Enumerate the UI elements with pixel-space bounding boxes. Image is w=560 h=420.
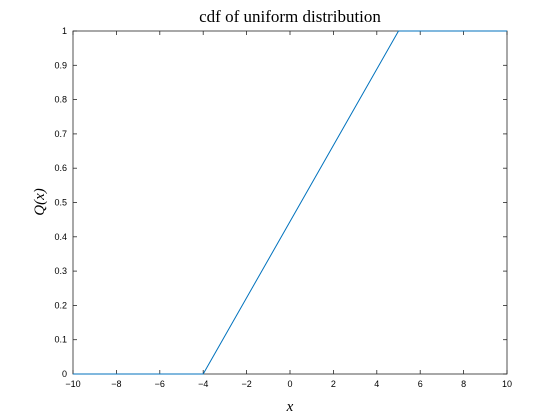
x-tick-label: 4: [374, 379, 379, 389]
y-tick-label: 0.1: [54, 335, 67, 345]
y-tick-label: 0.2: [54, 300, 67, 310]
x-tick-label: −8: [111, 379, 121, 389]
y-tick-label: 0.5: [54, 198, 67, 208]
series-group: [73, 30, 507, 375]
y-tick-label: 0: [62, 369, 67, 379]
y-tick-label: 0.7: [54, 129, 67, 139]
y-tick-label: 0.9: [54, 60, 67, 70]
x-axis-label: x: [286, 399, 294, 415]
y-axis-label: Q(x): [32, 188, 48, 215]
x-tick-labels: −10 −8 −6 −4 −2 0 2 4 6 8 10: [65, 379, 512, 389]
x-tick-label: 0: [287, 379, 292, 389]
plot-area: [72, 30, 508, 375]
y-tick-label: 0.3: [54, 266, 67, 276]
y-tick-label: 1: [62, 26, 67, 36]
x-tick-label: −4: [198, 379, 208, 389]
series-line: [73, 30, 507, 375]
x-tick-label: 6: [418, 379, 423, 389]
x-tick-label: 2: [331, 379, 336, 389]
y-tick-label: 0.4: [54, 232, 67, 242]
x-tick-label: 8: [461, 379, 466, 389]
y-tick-label: 0.6: [54, 163, 67, 173]
x-tick-label: −10: [65, 379, 80, 389]
chart-title: cdf of uniform distribution: [199, 7, 381, 26]
y-tick-labels: 0 0.1 0.2 0.3 0.4 0.5 0.6 0.7 0.8 0.9 1: [54, 26, 67, 379]
x-tick-label: 10: [502, 379, 512, 389]
x-tick-label: −2: [241, 379, 251, 389]
x-tick-label: −6: [155, 379, 165, 389]
y-tick-label: 0.8: [54, 95, 67, 105]
